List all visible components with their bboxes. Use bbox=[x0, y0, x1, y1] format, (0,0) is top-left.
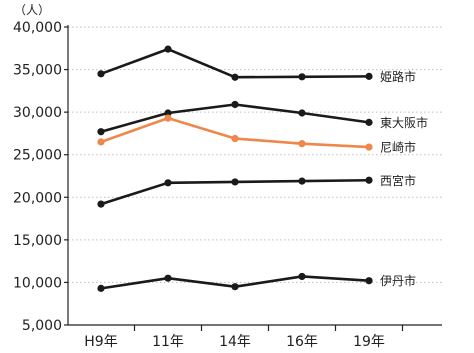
data-point bbox=[97, 128, 105, 136]
series-label: 尼崎市 bbox=[380, 140, 416, 155]
data-point bbox=[164, 274, 172, 282]
data-point bbox=[164, 45, 172, 53]
y-tick-label: 5,000 bbox=[22, 318, 62, 334]
y-tick-label: 10,000 bbox=[13, 275, 62, 291]
series-group: 姫路市 bbox=[97, 45, 416, 84]
data-point bbox=[164, 179, 172, 187]
data-point bbox=[298, 73, 306, 81]
data-point bbox=[97, 70, 105, 78]
y-tick-layer: 5,000 10,000 15,000 20,000 25,000 30,000 35,00… bbox=[13, 20, 68, 334]
series-group: 西宮市 bbox=[97, 173, 416, 208]
x-tick-layer: H9年 11年 14年 16年 19年 bbox=[84, 325, 404, 350]
series-line bbox=[99, 47, 371, 79]
series-line bbox=[99, 116, 371, 149]
y-tick-label: 20,000 bbox=[13, 190, 62, 206]
y-tick-label: 40,000 bbox=[13, 20, 62, 36]
x-tick-label: 19年 bbox=[353, 334, 385, 350]
data-point bbox=[97, 200, 105, 208]
x-tick-label: 11年 bbox=[152, 334, 184, 350]
data-point bbox=[231, 73, 239, 81]
series-group: 尼崎市 bbox=[97, 114, 416, 155]
data-point bbox=[97, 138, 105, 146]
series-label: 西宮市 bbox=[380, 173, 416, 188]
y-tick-label: 15,000 bbox=[13, 233, 62, 249]
series-group: 東大阪市 bbox=[97, 100, 428, 136]
y-tick-label: 35,000 bbox=[13, 63, 62, 79]
data-point bbox=[97, 284, 105, 292]
data-point bbox=[365, 118, 373, 126]
data-point bbox=[298, 177, 306, 185]
series-label: 伊丹市 bbox=[380, 273, 416, 288]
x-tick-label: H9年 bbox=[84, 334, 117, 350]
y-axis-unit-label: （人） bbox=[14, 3, 50, 17]
data-point bbox=[231, 283, 239, 291]
data-point bbox=[365, 143, 373, 151]
axis-layer: （人） bbox=[14, 3, 442, 326]
data-point bbox=[231, 134, 239, 143]
data-point bbox=[231, 178, 239, 186]
x-tick-label: 16年 bbox=[286, 334, 318, 350]
data-point bbox=[164, 109, 172, 117]
data-point bbox=[298, 109, 306, 117]
y-tick-label: 30,000 bbox=[13, 105, 62, 121]
data-point bbox=[231, 100, 239, 109]
data-point bbox=[298, 140, 306, 148]
x-tick-label: 14年 bbox=[219, 334, 251, 350]
y-tick-label: 25,000 bbox=[13, 148, 62, 164]
data-point bbox=[365, 72, 373, 80]
series-label: 東大阪市 bbox=[380, 115, 428, 130]
data-point bbox=[365, 176, 373, 184]
series-group: 伊丹市 bbox=[97, 272, 416, 292]
data-point bbox=[365, 277, 373, 285]
data-point bbox=[298, 272, 306, 281]
data-point bbox=[164, 114, 172, 122]
series-label: 姫路市 bbox=[380, 69, 416, 84]
